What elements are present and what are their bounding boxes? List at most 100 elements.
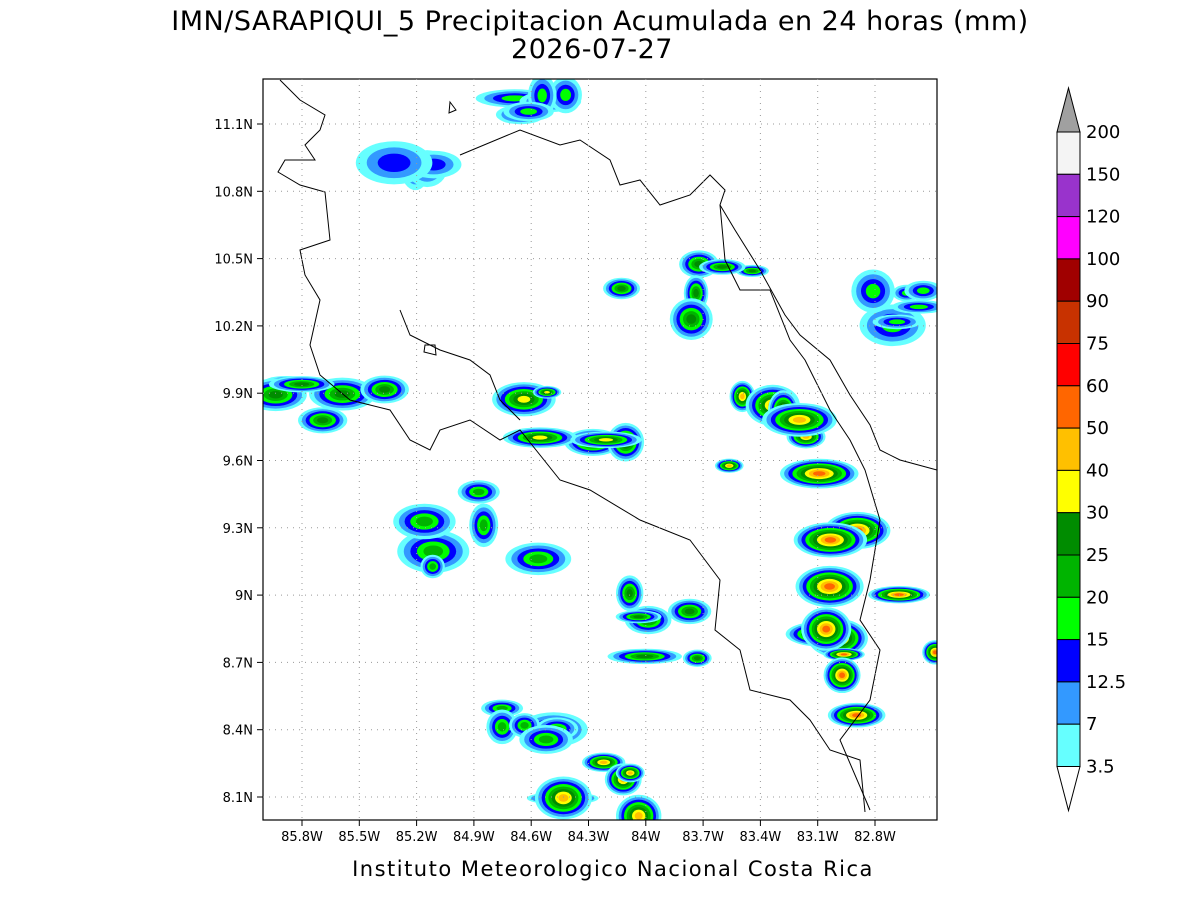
- precip-blob: [686, 314, 697, 324]
- colorbar-label: 3.5: [1086, 757, 1115, 778]
- colorbar-label: 7: [1086, 714, 1097, 735]
- precip-blob: [626, 589, 633, 598]
- precip-blob: [423, 545, 444, 558]
- colorbar-under: [1056, 766, 1081, 813]
- lat-label: 9N: [235, 589, 253, 604]
- lon-label: 85.2W: [396, 830, 438, 845]
- lon-label: 84.3W: [568, 830, 610, 845]
- precip-blob: [824, 537, 837, 543]
- lat-label: 9.9N: [223, 387, 253, 402]
- colorbar-label: 12.5: [1086, 672, 1126, 693]
- colorbar-box: [1056, 723, 1081, 768]
- precip-blob: [617, 285, 626, 291]
- precip-blob: [268, 390, 283, 399]
- precip-blob: [377, 153, 411, 173]
- precip-blob: [693, 288, 699, 298]
- colorbar-label: 15: [1086, 630, 1109, 651]
- precip-blob: [693, 656, 701, 661]
- colorbar-box: [1056, 258, 1081, 302]
- precip-blob: [627, 771, 633, 775]
- precip-blob: [813, 471, 826, 476]
- lat-label: 8.7N: [223, 656, 253, 671]
- colorbar-box: [1056, 216, 1081, 260]
- colorbar-box: [1056, 427, 1081, 471]
- precip-blob: [599, 760, 608, 765]
- precip-blob: [824, 583, 835, 590]
- lon-label: 83.7W: [682, 830, 724, 845]
- lon-label: 84W: [631, 830, 661, 845]
- colorbar-box: [1056, 512, 1081, 556]
- lat-label: 10.5N: [214, 253, 253, 268]
- precip-blob: [537, 88, 547, 103]
- precip-blob: [933, 650, 937, 655]
- lat-label: 9.6N: [223, 455, 253, 470]
- colorbar-label: 90: [1086, 291, 1109, 312]
- lat-label: 9.3N: [223, 522, 253, 537]
- lat-label: 10.8N: [214, 185, 253, 200]
- precip-blob: [520, 108, 538, 115]
- precip-blob: [497, 722, 507, 732]
- lat-label: 10.2N: [214, 320, 253, 335]
- precip-blob: [294, 382, 310, 387]
- lat-label: 8.1N: [223, 791, 253, 806]
- precip-blob: [792, 416, 807, 423]
- lon-label: 84.6W: [510, 830, 552, 845]
- precip-blob: [748, 269, 757, 273]
- precip-blob: [496, 705, 508, 711]
- colorbar-label: 100: [1086, 249, 1120, 270]
- lat-label: 11.1N: [214, 118, 253, 133]
- precip-blob: [888, 319, 906, 325]
- title: IMN/SARAPIQUI_5 Precipitacion Acumulada …: [171, 6, 1028, 37]
- precip-blob: [716, 265, 728, 269]
- precip-blob: [916, 287, 930, 294]
- colorbar-box: [1056, 385, 1081, 429]
- colorbar-label: 150: [1086, 164, 1120, 185]
- colorbar-label: 120: [1086, 207, 1120, 228]
- lon-label: 83.1W: [797, 830, 839, 845]
- colorbar-label: 40: [1086, 460, 1109, 481]
- colorbar-box: [1056, 681, 1081, 725]
- footer: Instituto Meteorologico Nacional Costa R…: [352, 857, 874, 881]
- colorbar: 200 150 120 100 90 75 60 50 40 30 25 20 15 12.5 7 3.5: [1056, 86, 1126, 813]
- precip-blob: [865, 283, 881, 299]
- colorbar-box: [1056, 469, 1081, 514]
- precip-blob: [560, 88, 572, 102]
- precip-blob: [636, 654, 654, 659]
- precip-blob: [909, 304, 928, 310]
- colorbar-over: [1056, 86, 1081, 133]
- precip-field: [263, 79, 937, 820]
- precip-blob: [538, 735, 554, 744]
- precip-blob: [558, 794, 569, 802]
- date: 2026-07-27: [511, 34, 673, 65]
- precip-blob: [634, 812, 643, 820]
- precip-blob: [740, 393, 745, 400]
- precip-blob: [472, 488, 485, 496]
- precip-blob: [415, 516, 433, 527]
- colorbar-box: [1056, 343, 1081, 387]
- colorbar-box: [1056, 639, 1081, 683]
- map-area: 11.1N 10.8N 10.5N 10.2N 9.9N 9.6N 9.3N 9N 8.7N 8.…: [214, 78, 938, 845]
- precip-blob: [840, 653, 848, 656]
- colorbar-box: [1056, 554, 1081, 598]
- precip-blob: [379, 386, 391, 393]
- precip-blob: [479, 519, 488, 532]
- lon-label: 85.5W: [338, 830, 380, 845]
- precip-blob: [520, 722, 529, 729]
- lon-label: 85.8W: [281, 830, 323, 845]
- precip-blob: [532, 435, 548, 440]
- lon-label: 82.8W: [854, 830, 896, 845]
- lon-label: 84.9W: [453, 830, 495, 845]
- precip-blob: [529, 554, 548, 564]
- precip-blob: [429, 563, 437, 570]
- precip-blob: [684, 608, 695, 615]
- colorbar-box: [1056, 300, 1081, 345]
- precip-blob: [517, 395, 531, 403]
- precip-blob: [633, 615, 644, 619]
- colorbar-label: 30: [1086, 503, 1109, 524]
- lat-label: 8.4N: [223, 724, 253, 739]
- colorbar-label: 20: [1086, 587, 1109, 608]
- colorbar-box: [1056, 131, 1081, 175]
- colorbar-label: 75: [1086, 334, 1109, 355]
